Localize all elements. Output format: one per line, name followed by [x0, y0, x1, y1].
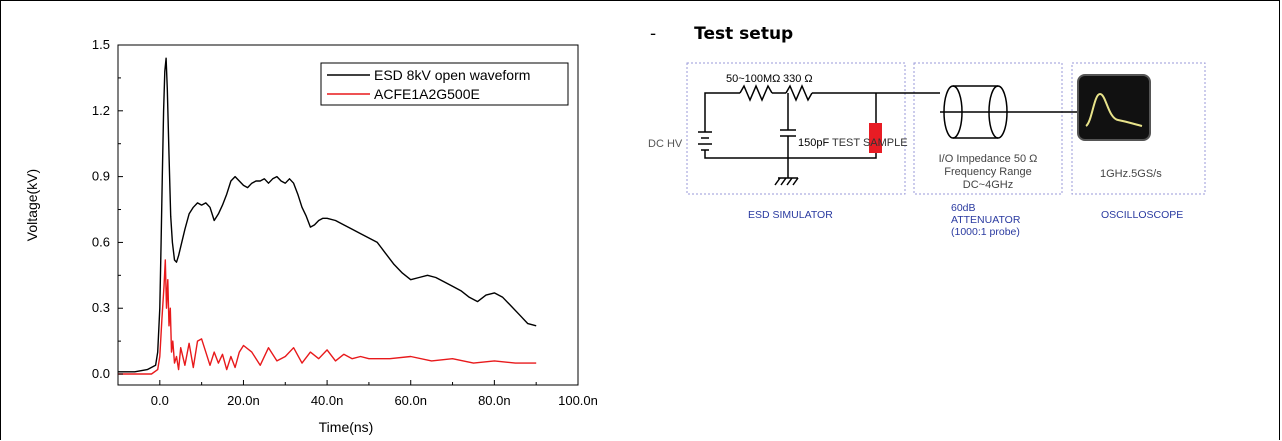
test-setup-diagram: 50~100MΩ 330 Ω DC HV 150pF TEST SAMPLE I… [648, 62, 1206, 238]
x-tick-label: 0.0 [151, 393, 169, 408]
heading-text: Test setup [694, 24, 794, 44]
y-tick-label: 1.5 [92, 37, 110, 52]
heading-dash: - [650, 24, 657, 44]
attenuator-caption-line3: (1000:1 probe) [951, 226, 1020, 238]
resistor2-label: 330 Ω [783, 73, 813, 85]
series-line-acfe1a2g500e [118, 259, 537, 375]
impedance-label: I/O Impedance 50 Ω [939, 153, 1038, 165]
x-tick-label: 20.0n [227, 393, 260, 408]
y-tick-label: 0.9 [92, 169, 110, 184]
dc-hv-label: DC HV [648, 138, 683, 150]
attenuator-caption-line2: ATTENUATOR [951, 214, 1021, 226]
resistor1-label: 50~100MΩ [726, 73, 780, 85]
test-sample [869, 123, 882, 153]
capacitor-label: 150pF [798, 137, 829, 149]
oscilloscope-symbol [1077, 74, 1151, 141]
legend-label-esd: ESD 8kV open waveform [374, 67, 530, 83]
oscilloscope-spec: 1GHz.5GS/s [1100, 168, 1162, 180]
esd-simulator-box [686, 62, 906, 195]
y-tick-label: 0.3 [92, 300, 110, 315]
y-tick-label: 0.6 [92, 234, 110, 249]
plot-frame [117, 44, 579, 386]
esd-simulator-caption: ESD SIMULATOR [748, 209, 833, 221]
frequency-value: DC~4GHz [963, 179, 1013, 191]
x-axis-label: Time(ns) [319, 419, 374, 435]
legend-box [320, 62, 569, 106]
legend: ESD 8kV open waveform ACFE1A2G500E [320, 62, 569, 106]
oscilloscope-caption: OSCILLOSCOPE [1101, 209, 1183, 221]
x-tick-label: 60.0n [394, 393, 427, 408]
series-line-esd-8kv-open [118, 57, 537, 373]
attenuator-box [913, 62, 1063, 195]
y-tick-label: 1.2 [92, 103, 110, 118]
attenuator-caption-line1: 60dB [951, 202, 976, 214]
y-tick-label: 0.0 [92, 366, 110, 381]
x-tick-label: 100.0n [558, 393, 598, 408]
x-tick-label: 80.0n [478, 393, 511, 408]
test-sample-label: TEST SAMPLE [832, 137, 908, 149]
x-tick-label: 40.0n [311, 393, 344, 408]
esd-circuit [698, 84, 940, 186]
y-axis-label: Voltage(kV) [24, 169, 40, 241]
frequency-range-label: Frequency Range [944, 166, 1031, 178]
test-setup-heading: - Test setup [650, 24, 793, 44]
voltage-time-chart: 0.0 20.0n 40.0n 60.0n 80.0n 100.0n 0.0 0.3 0.6 0.… [24, 37, 598, 435]
legend-label-acfe: ACFE1A2G500E [374, 86, 480, 102]
attenuator-symbol [940, 85, 1081, 139]
